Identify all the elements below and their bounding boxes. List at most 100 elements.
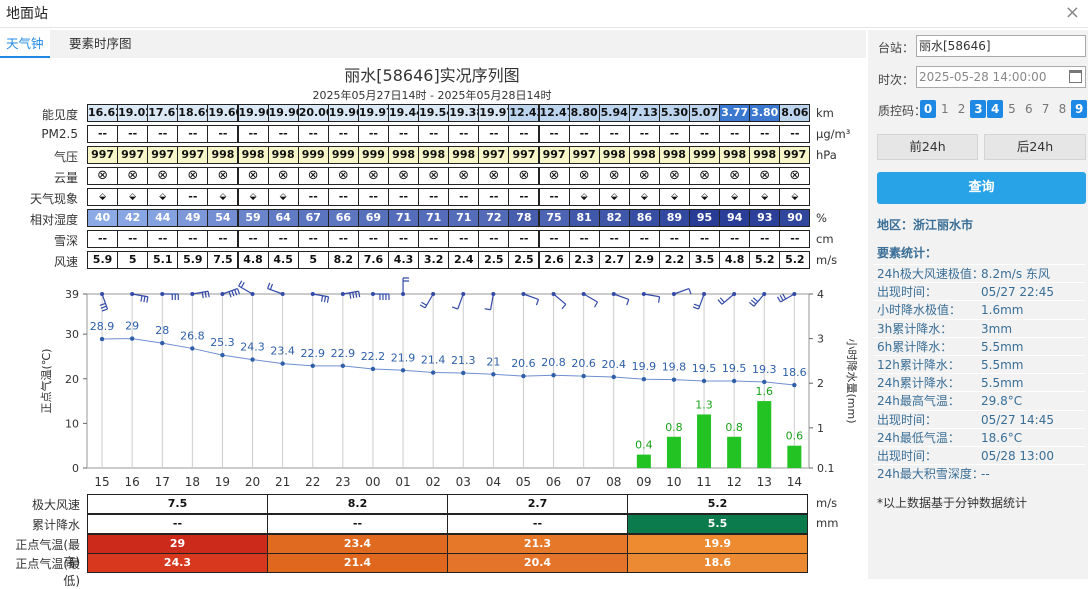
table-cell: -- (538, 125, 570, 143)
wind-barb (583, 293, 598, 303)
stat-value: 05/27 14:45 (981, 412, 1054, 427)
table-cell: -- (779, 230, 811, 248)
wind-barb-feather (349, 291, 361, 299)
qc-code-0[interactable]: 0 (920, 100, 936, 118)
table-cell: -- (598, 230, 630, 248)
prev-24h-button[interactable]: 前24h (877, 134, 978, 160)
tab-weather-clock[interactable]: 天气钟 (0, 30, 50, 58)
table-cell: 2.5 (508, 251, 540, 269)
table-cell: -- (658, 125, 690, 143)
wind-barb (698, 293, 705, 310)
table-cell: -- (448, 125, 480, 143)
table-cell: 71 (388, 209, 420, 227)
wind-barb (342, 290, 359, 295)
haze-icon: ⬙ (117, 188, 149, 206)
summary-label: 累计降水 (31, 518, 80, 532)
wind-barb-feather (267, 282, 274, 290)
table-cell: -- (117, 125, 149, 143)
temperature-label: 28.9 (90, 320, 115, 333)
qc-code-3[interactable]: 3 (970, 100, 987, 118)
station-input[interactable]: 丽水[58646] (916, 35, 1086, 57)
temperature-point (551, 373, 556, 378)
temperature-label: 19.5 (692, 362, 717, 375)
qc-code-7[interactable]: 7 (1041, 102, 1050, 116)
query-button[interactable]: 查询 (877, 172, 1086, 204)
table-cell: 71 (418, 209, 450, 227)
qc-code-9[interactable]: 9 (1071, 100, 1088, 118)
qc-code-8[interactable]: 8 (1058, 102, 1067, 116)
y2-tick-label: 0.1 (817, 462, 835, 475)
haze-icon: ⬙ (658, 188, 690, 206)
summary-unit: mm (816, 516, 839, 530)
wind-barb-feather (140, 295, 149, 303)
table-cell: 4.3 (388, 251, 420, 269)
table-cell: 999 (357, 146, 389, 164)
next-24h-button[interactable]: 后24h (984, 134, 1086, 160)
table-cell: -- (478, 188, 510, 206)
time-input[interactable]: 2025-05-28 14:00:00 (916, 66, 1086, 88)
table-cell: -- (749, 230, 781, 248)
stat-value: 1.6mm (981, 303, 1024, 318)
qc-code-4[interactable]: 4 (987, 100, 1004, 118)
close-icon[interactable]: × (1064, 2, 1080, 23)
wind-barb-feather (201, 291, 210, 299)
tab-element-series[interactable]: 要素时序图 (69, 36, 132, 51)
row-label: 风速 (53, 255, 78, 269)
row-label: 气压 (53, 150, 78, 164)
station-label: 台站： (878, 41, 915, 55)
wind-barb (238, 285, 253, 295)
wind-barb-feather (99, 302, 108, 312)
haze-icon: ⬙ (598, 188, 630, 206)
table-cell: -- (418, 230, 450, 248)
table-cell: 999 (689, 146, 721, 164)
x-tick-label: 06 (546, 475, 561, 489)
table-cell: -- (357, 230, 389, 248)
table-cell: -- (418, 188, 450, 206)
x-tick-label: 15 (94, 475, 109, 489)
stat-key: 24h极大风速极值： (877, 267, 984, 281)
table-cell: 2.7 (598, 251, 630, 269)
table-cell: 54 (207, 209, 239, 227)
calendar-icon[interactable] (1069, 70, 1082, 83)
table-cell: 44 (147, 209, 179, 227)
wind-barb-feather (688, 288, 692, 295)
wind-barb-feather (593, 301, 599, 308)
summary-cell: 8.2 (267, 494, 448, 514)
qc-code-2[interactable]: 2 (957, 102, 966, 116)
cloud-icon: ⊗ (568, 167, 600, 185)
table-cell: 2.6 (538, 251, 570, 269)
wind-station-dot (732, 292, 737, 296)
table-cell: -- (177, 125, 209, 143)
temperature-point (160, 340, 165, 346)
wind-station-dot (551, 292, 556, 296)
temperature-point (220, 352, 225, 358)
table-cell: 19.38 (448, 104, 484, 122)
stat-key: 3h累计降水： (877, 321, 953, 336)
table-cell: 998 (207, 146, 239, 164)
table-cell: 18.69 (177, 104, 213, 122)
table-cell: 69 (357, 209, 389, 227)
qc-code-5[interactable]: 5 (1008, 102, 1016, 116)
table-cell: 998 (237, 146, 269, 164)
table-cell: -- (478, 230, 510, 248)
rain-bar (757, 401, 772, 468)
wind-barb-feather (238, 280, 245, 288)
table-cell: 7.5 (207, 251, 239, 269)
qc-code-6[interactable]: 6 (1024, 102, 1033, 116)
stat-key: 24h最低气温： (877, 430, 960, 445)
summary-cell: -- (447, 514, 628, 534)
table-cell: 86 (628, 209, 660, 227)
table-cell: 5.07 (689, 104, 721, 122)
table-cell: 997 (117, 146, 149, 164)
temperature-label: 26.8 (180, 329, 205, 342)
temperature-point (641, 377, 647, 382)
table-cell: -- (538, 188, 570, 206)
stat-row: 出现时间： 05/28 13:00 (873, 446, 1085, 464)
table-cell: -- (207, 230, 239, 248)
cloud-icon: ⊗ (598, 167, 630, 185)
wind-station-dot (220, 292, 225, 296)
table-cell: 94 (719, 209, 751, 227)
wind-barb-feather (776, 293, 787, 303)
qc-code-1[interactable]: 1 (940, 102, 949, 116)
